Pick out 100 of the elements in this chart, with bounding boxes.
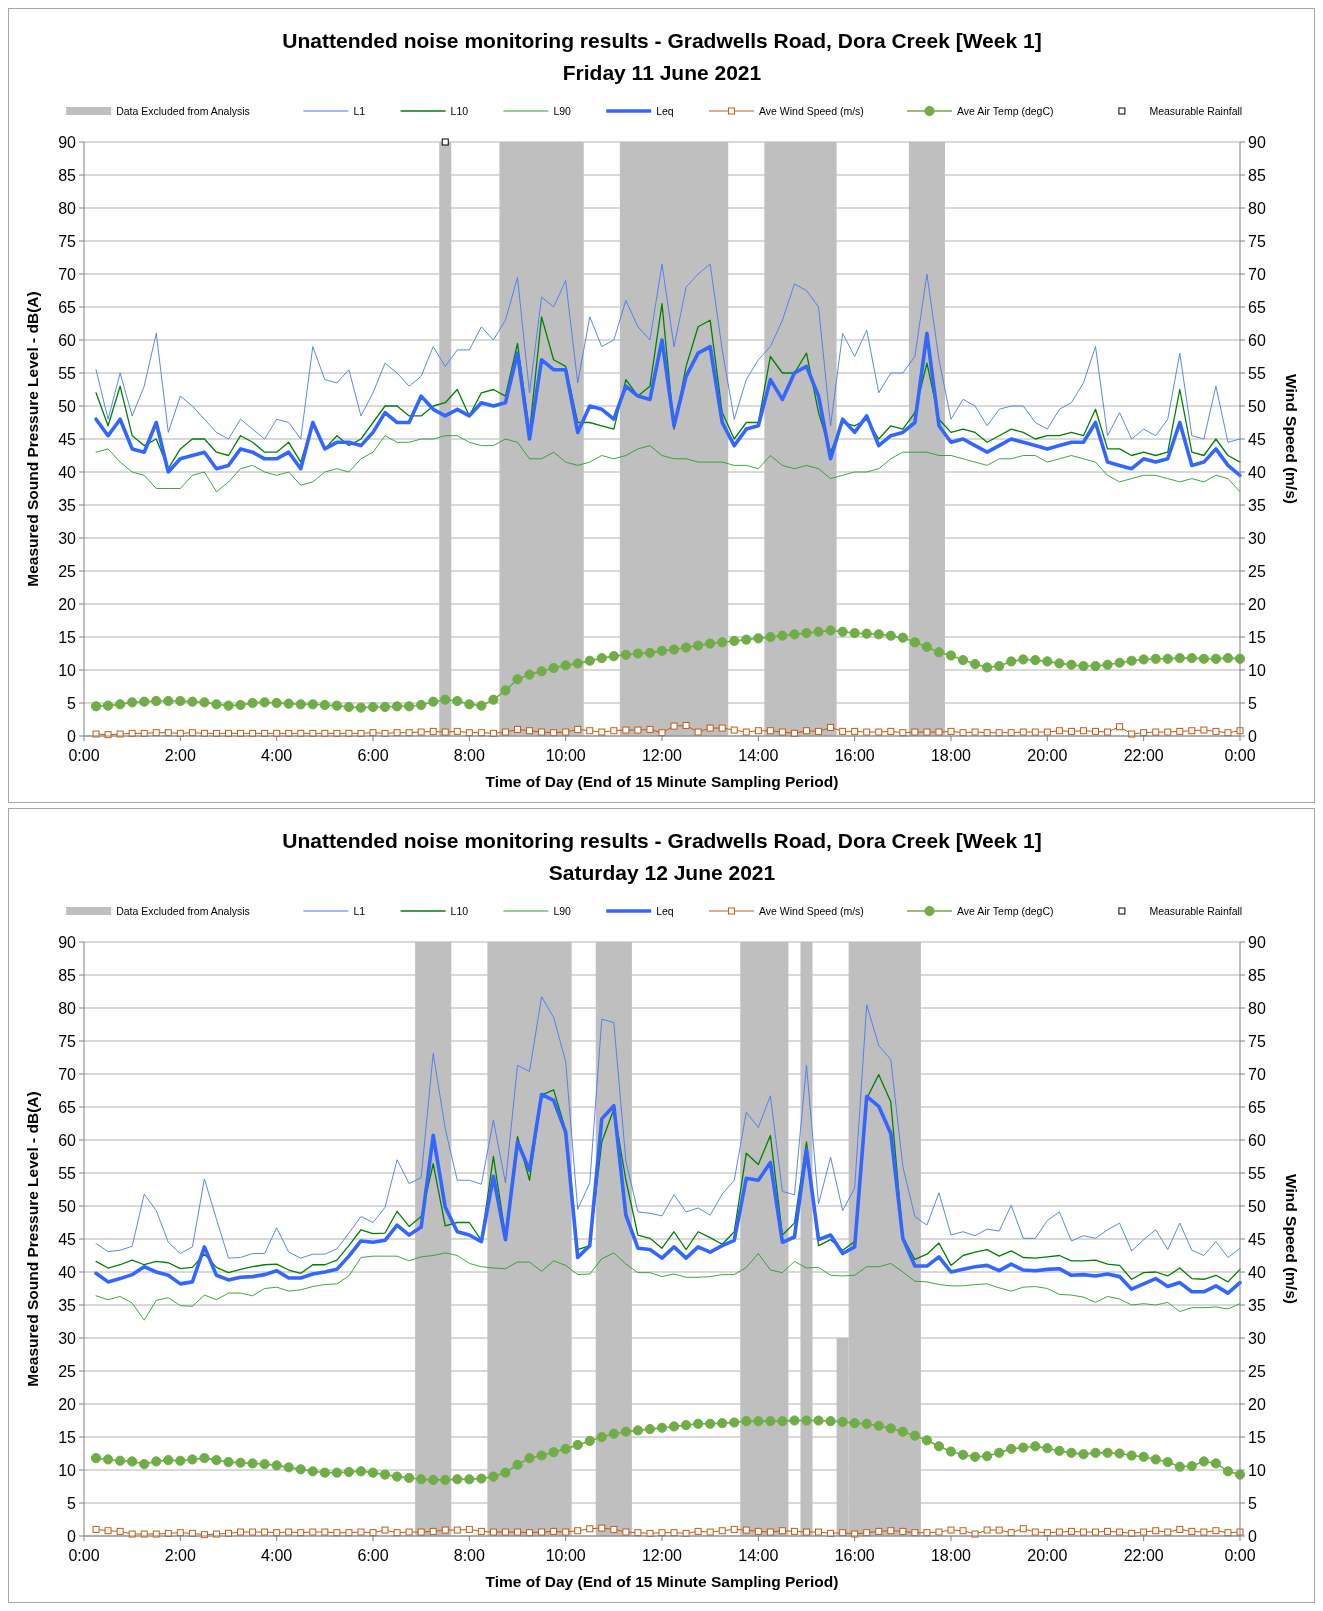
y2-tick-label: 30 [1248, 1329, 1266, 1347]
y2-tick-label: 5 [1248, 1494, 1257, 1512]
y2-tick-label: 15 [1248, 1428, 1266, 1446]
x-tick-label: 6:00 [357, 1547, 389, 1564]
line-series [95, 1252, 1241, 1321]
y-tick-label: 25 [58, 562, 77, 580]
x-tick-label: 16:00 [834, 747, 875, 764]
y2-tick-label: 45 [1248, 1230, 1266, 1248]
y2-tick-label: 70 [1248, 1065, 1266, 1083]
y-tick-label: 10 [58, 661, 77, 679]
legend-label: Data Excluded from Analysis [116, 104, 250, 117]
y2-tick-label: 10 [1248, 661, 1266, 679]
y2-tick-label: 5 [1248, 694, 1257, 712]
legend-label: L10 [450, 104, 469, 117]
y2-tick-label: 0 [1248, 1527, 1257, 1545]
x-tick-label: 0:00 [1224, 747, 1256, 764]
y-tick-label: 65 [58, 298, 77, 316]
y2-tick-label: 45 [1248, 430, 1266, 448]
legend-label: Ave Wind Speed (m/s) [759, 904, 864, 917]
y-tick-label: 15 [58, 628, 77, 646]
y2-tick-label: 65 [1248, 298, 1266, 316]
y-tick-label: 60 [58, 1131, 77, 1149]
y2-tick-label: 80 [1248, 199, 1266, 217]
y-axis-title: Measured Sound Pressure Level - dB(A) [24, 1091, 41, 1387]
y-tick-label: 45 [58, 430, 77, 448]
legend-label: L1 [353, 104, 366, 117]
y-tick-label: 85 [58, 966, 77, 984]
y-tick-label: 20 [58, 595, 77, 613]
y-tick-label: 10 [58, 1461, 77, 1479]
y-tick-label: 70 [58, 265, 77, 283]
y2-tick-label: 75 [1248, 232, 1266, 250]
y2-tick-label: 60 [1248, 331, 1266, 349]
x-axis-title: Time of Day (End of 15 Minute Sampling Period) [485, 773, 839, 790]
y2-tick-label: 85 [1248, 166, 1266, 184]
x-tick-label: 18:00 [930, 1547, 972, 1564]
y-axis-title: Measured Sound Pressure Level - dB(A) [24, 291, 41, 587]
legend-label: Measurable Rainfall [1149, 904, 1243, 917]
legend-label: Leq [656, 904, 674, 917]
x-tick-label: 6:00 [357, 747, 389, 764]
x-tick-label: 20:00 [1027, 1547, 1068, 1564]
x-tick-label: 22:00 [1123, 747, 1164, 764]
y2-tick-label: 55 [1248, 364, 1266, 382]
y2-tick-label: 20 [1248, 1395, 1266, 1413]
y-tick-label: 50 [58, 397, 77, 415]
y2-tick-label: 25 [1248, 562, 1266, 580]
y-tick-label: 0 [67, 727, 77, 745]
y-tick-label: 40 [58, 1263, 77, 1281]
x-axis-title: Time of Day (End of 15 Minute Sampling Period) [485, 1573, 839, 1590]
y-tick-label: 30 [58, 529, 77, 547]
x-tick-label: 0:00 [1224, 1547, 1256, 1564]
y-tick-label: 50 [58, 1197, 77, 1215]
x-tick-label: 20:00 [1027, 747, 1068, 764]
y2-tick-label: 40 [1248, 1263, 1266, 1281]
y-tick-label: 55 [58, 1164, 77, 1182]
legend-label: L10 [450, 904, 469, 917]
x-tick-label: 14:00 [738, 747, 779, 764]
y-tick-label: 35 [58, 1296, 77, 1314]
chart-subtitle: Saturday 12 June 2021 [548, 861, 776, 884]
y2-axis-title: Wind Speed (m/s) [1283, 1174, 1300, 1304]
chart-title: Unattended noise monitoring results - Gradwells Road, Dora Creek [Week 1] [282, 29, 1042, 52]
y-tick-label: 90 [58, 933, 77, 951]
y-tick-label: 15 [58, 1428, 77, 1446]
y-tick-label: 55 [58, 364, 77, 382]
chart-subtitle: Friday 11 June 2021 [562, 61, 762, 84]
y2-tick-label: 85 [1248, 966, 1266, 984]
y2-axis-title: Wind Speed (m/s) [1283, 374, 1300, 504]
x-tick-label: 22:00 [1123, 1547, 1164, 1564]
x-tick-label: 8:00 [453, 747, 486, 764]
line-series [95, 435, 1241, 493]
y2-tick-label: 0 [1248, 727, 1257, 745]
y2-tick-label: 65 [1248, 1098, 1266, 1116]
y2-tick-label: 55 [1248, 1164, 1266, 1182]
y-tick-label: 5 [67, 694, 77, 712]
y2-tick-label: 35 [1248, 1296, 1266, 1314]
y-tick-label: 70 [58, 1065, 77, 1083]
y-tick-label: 85 [58, 166, 77, 184]
legend-label: L1 [353, 904, 366, 917]
y2-tick-label: 90 [1248, 133, 1266, 151]
y2-tick-label: 35 [1248, 496, 1266, 514]
chart-title: Unattended noise monitoring results - Gradwells Road, Dora Creek [Week 1] [282, 829, 1042, 852]
legend-label: Leq [656, 104, 674, 117]
x-tick-label: 2:00 [164, 1547, 197, 1564]
legend-label: Data Excluded from Analysis [116, 904, 250, 917]
x-tick-label: 12:00 [641, 747, 683, 764]
x-tick-label: 10:00 [545, 1547, 586, 1564]
legend-label: L90 [553, 904, 572, 917]
y2-tick-label: 75 [1248, 1032, 1266, 1050]
y-tick-label: 75 [58, 232, 77, 250]
y-tick-label: 25 [58, 1362, 77, 1380]
x-tick-label: 10:00 [545, 747, 586, 764]
x-tick-label: 4:00 [261, 1547, 293, 1564]
y2-tick-label: 10 [1248, 1461, 1266, 1479]
y2-tick-label: 20 [1248, 595, 1266, 613]
y-tick-label: 60 [58, 331, 77, 349]
y-tick-label: 90 [58, 133, 77, 151]
legend-label: Measurable Rainfall [1149, 104, 1243, 117]
line-series [95, 996, 1241, 1259]
y-tick-label: 5 [67, 1494, 77, 1512]
x-tick-label: 16:00 [834, 1547, 875, 1564]
y2-tick-label: 30 [1248, 529, 1266, 547]
